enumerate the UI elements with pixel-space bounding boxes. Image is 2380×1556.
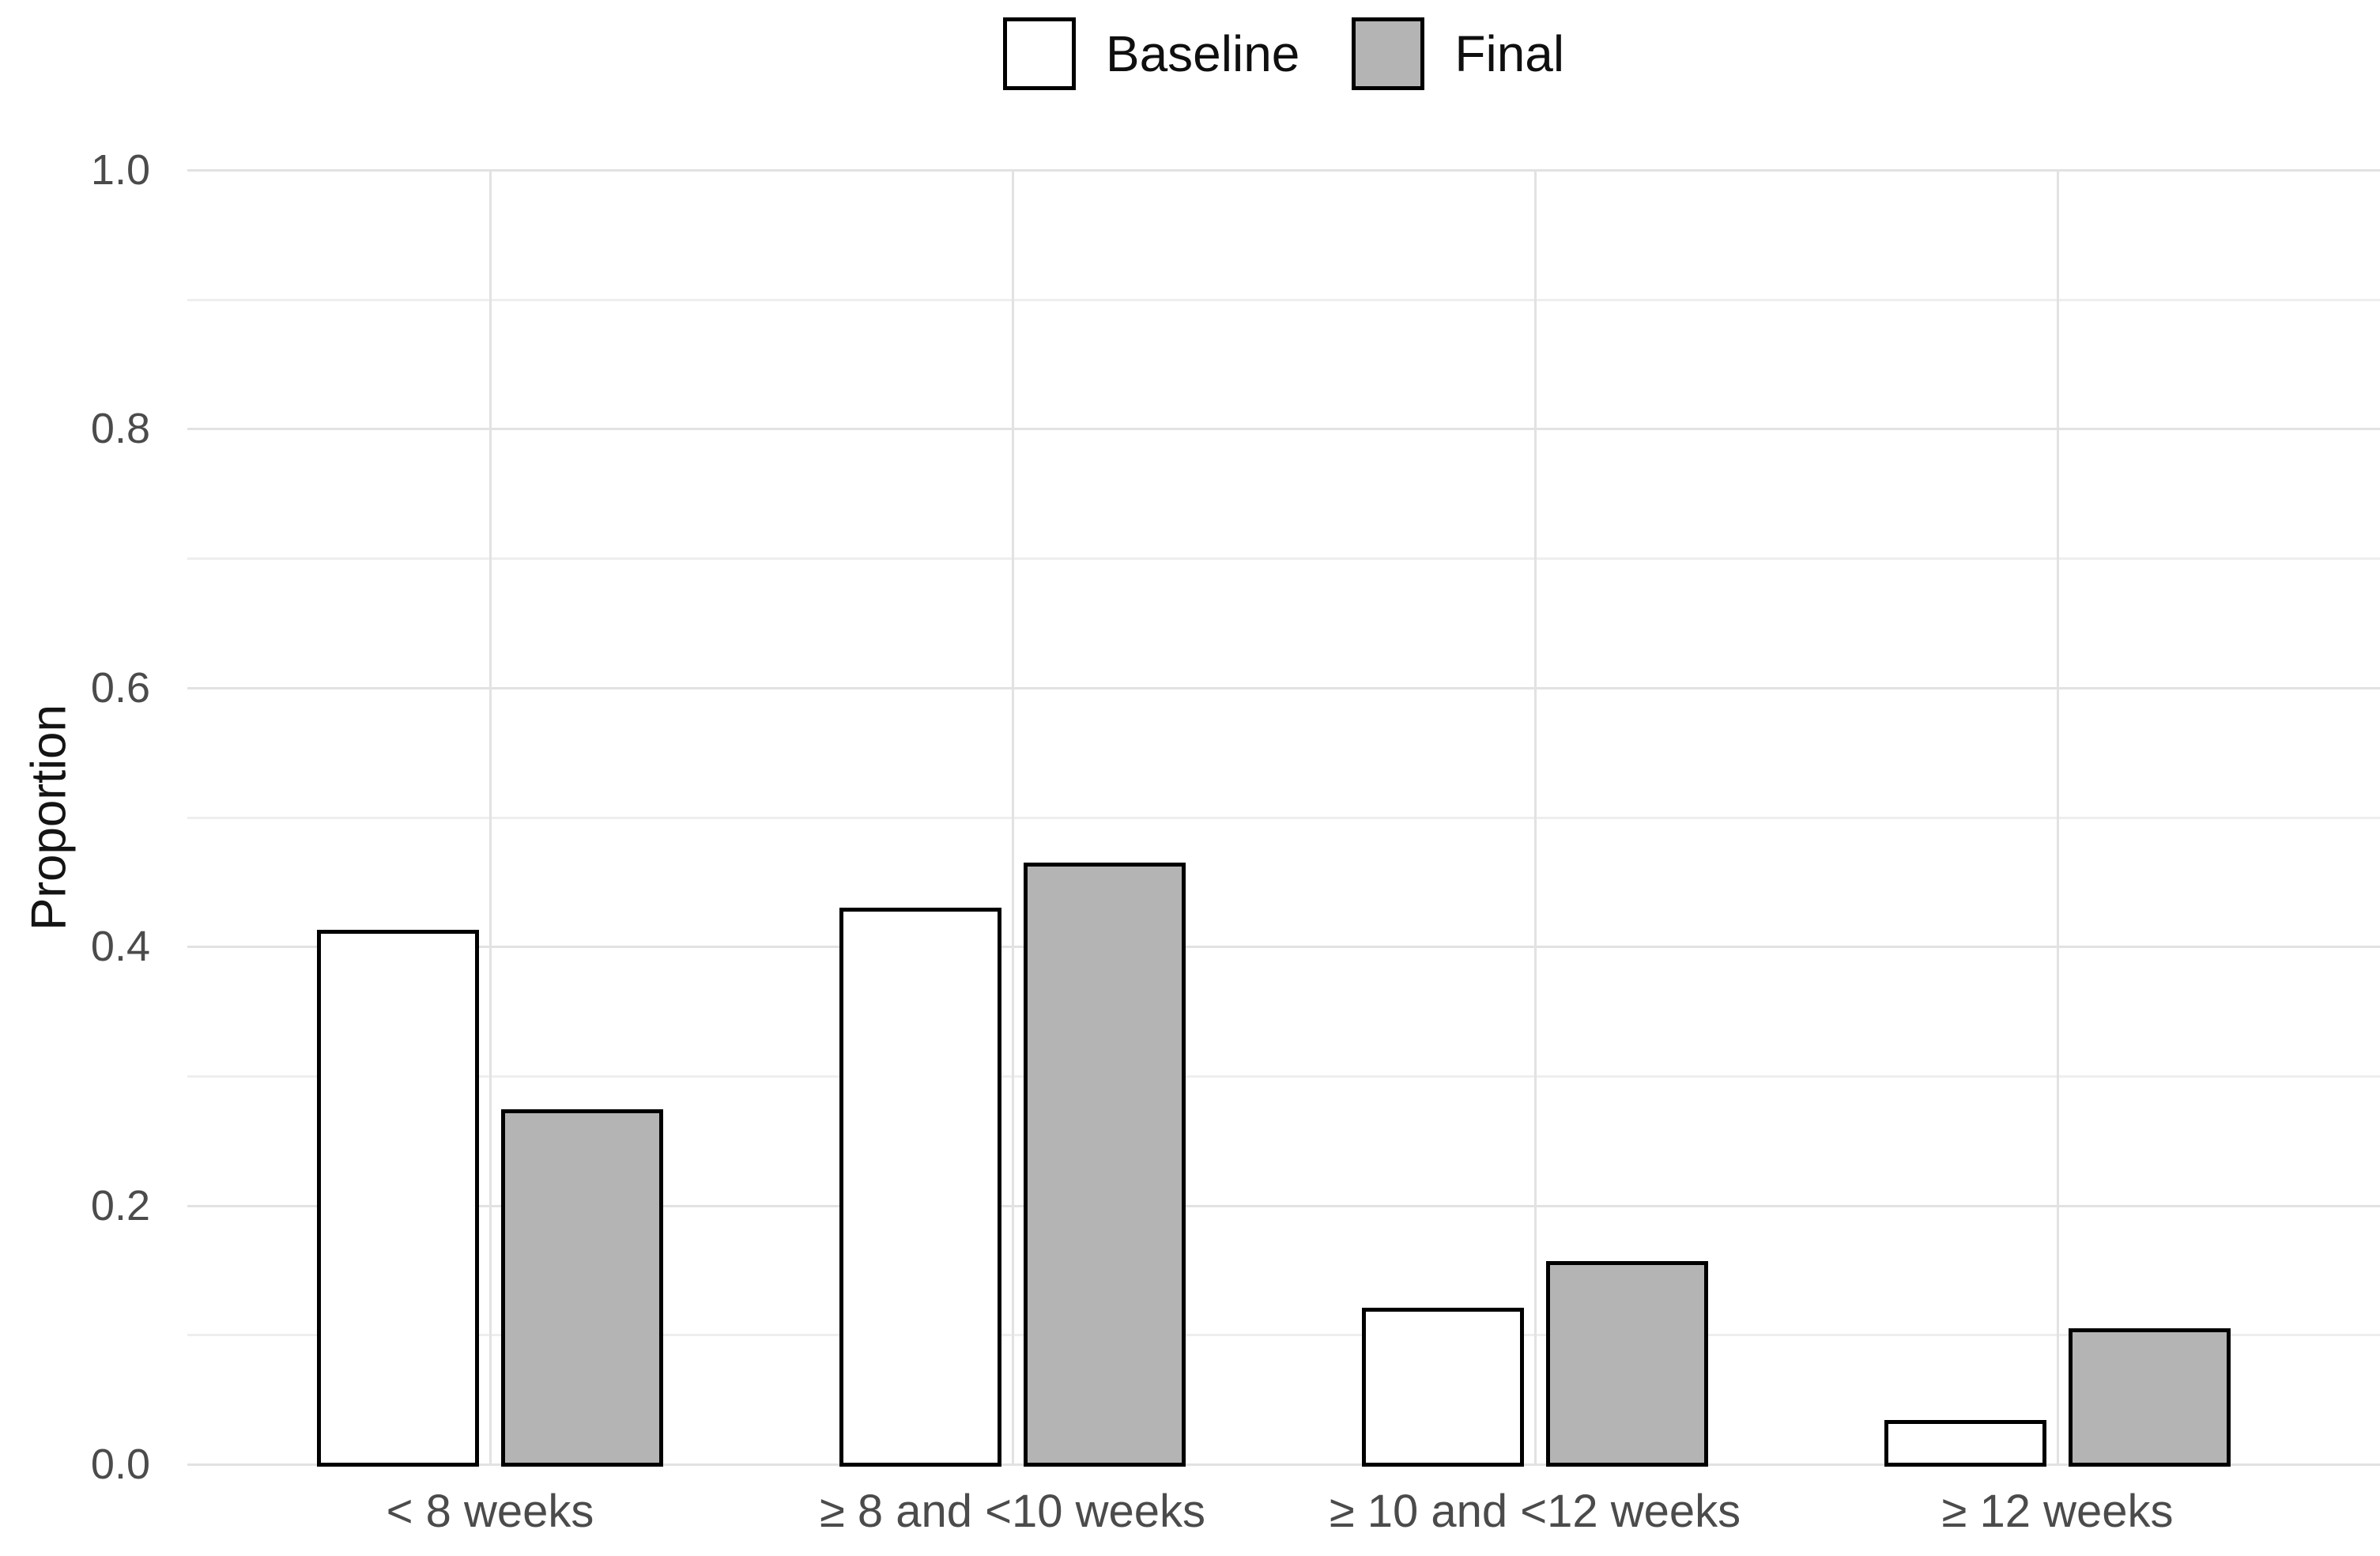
bar-final-category-3 (1546, 1260, 1708, 1467)
legend-label-baseline: Baseline (1105, 25, 1300, 82)
gridline-minor-y (187, 816, 2380, 819)
y-tick-label: 1.0 (90, 146, 150, 194)
x-tick-label: ≥ 10 and <12 weeks (1329, 1486, 1741, 1537)
bar-final-category-4 (2069, 1328, 2231, 1467)
gridline-minor-y (187, 557, 2380, 561)
gridline-major-x (1012, 170, 1014, 1464)
gridline-major-y (187, 428, 2380, 431)
y-tick-label: 0.2 (90, 1181, 150, 1229)
gridline-major-x (489, 170, 492, 1464)
gridline-major-y (187, 1204, 2380, 1207)
x-tick-label: < 8 weeks (386, 1486, 594, 1537)
gridline-major-y (187, 686, 2380, 689)
bar-baseline-category-3 (1362, 1307, 1524, 1467)
x-tick-label: ≥ 8 and <10 weeks (819, 1486, 1206, 1537)
gridline-minor-y (187, 1074, 2380, 1078)
gridline-major-x (1534, 170, 1537, 1464)
bar-baseline-category-1 (317, 929, 479, 1467)
legend-key-final-swatch (1352, 17, 1425, 90)
gridline-major-x (2057, 170, 2059, 1464)
y-tick-label: 0.0 (90, 1441, 150, 1488)
legend-label-final: Final (1454, 25, 1565, 82)
y-tick-label: 0.4 (90, 923, 150, 971)
bar-baseline-category-4 (1884, 1420, 2046, 1467)
gridline-major-y (187, 169, 2380, 172)
legend: Baseline Final (187, 17, 2380, 90)
legend-key-baseline-swatch (1002, 17, 1076, 90)
gridline-major-y (187, 946, 2380, 949)
y-axis-title: Proportion (21, 704, 77, 931)
gridline-minor-y (187, 298, 2380, 301)
bar-baseline-category-2 (839, 908, 1001, 1467)
bar-final-category-1 (501, 1109, 663, 1467)
x-tick-label: ≥ 12 weeks (1941, 1486, 2174, 1537)
bar-final-category-2 (1024, 862, 1186, 1467)
gridline-major-y (187, 1463, 2380, 1466)
y-tick-label: 0.8 (90, 405, 150, 453)
gridline-minor-y (187, 1334, 2380, 1337)
y-tick-label: 0.6 (90, 663, 150, 712)
